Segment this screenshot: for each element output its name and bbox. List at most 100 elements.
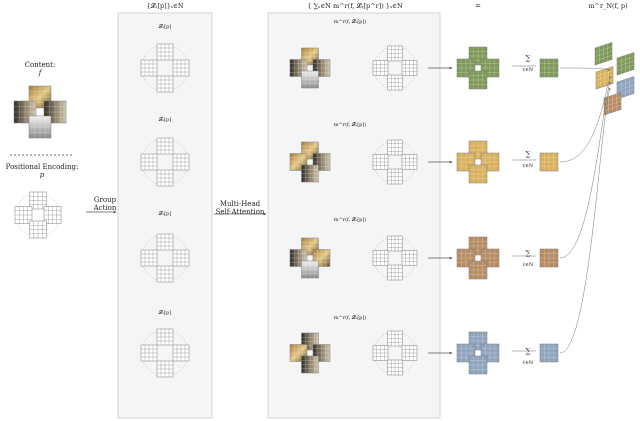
attention-set-title: { ∑ₛ∈N m^r(f, 𝓛ₛ[p^r]) }ₛ∈N	[307, 2, 403, 10]
attention-pe-cross-4-tile-2	[372, 345, 389, 361]
lifted-pe-cross-1-tile-4	[156, 75, 174, 93]
lifted-pe-cross-2-tile-2	[140, 153, 158, 171]
positional-encoding-symbol: p	[39, 171, 45, 179]
sum-symbol-3: ∑	[525, 249, 531, 257]
attention-label-3: m^r(f, 𝓛ₛ[p])	[333, 217, 367, 223]
sum-subscript-4: ℓ∈N	[522, 360, 534, 366]
mha-label: Multi-Head	[219, 200, 261, 208]
output-cross-3-tile-4	[468, 260, 488, 280]
final-output-tile-3	[595, 66, 614, 90]
lifted-pe-cross-3	[140, 233, 190, 283]
attention-pe-cross-3-tile-1	[387, 235, 403, 252]
lifted-pe-cross-2-tile-1	[156, 137, 174, 155]
attention-pe-cross-3	[372, 235, 418, 281]
attention-pe-cross-4	[372, 330, 418, 376]
lifted-pe-cross-2-tile-3	[172, 153, 190, 171]
lifted-pe-cross-1-tile-1	[156, 43, 174, 61]
attention-pe-cross-2-tile-2	[372, 154, 389, 170]
output-cross-3	[456, 236, 500, 280]
positional-encoding-grid-tile-2	[14, 206, 33, 224]
arrow-to-final-3	[559, 81, 611, 259]
attention-content-cross-3	[289, 237, 331, 279]
lifted-pe-cross-3-tile-2	[140, 249, 158, 267]
attention-label-4: m^r(f, 𝓛ₛ[p])	[333, 315, 367, 321]
lifted-pe-cross-1-tile-2	[140, 59, 158, 77]
lifted-pe-cross-1-tile-3	[172, 59, 190, 77]
positional-encoding-grid-tile-1	[29, 191, 47, 210]
attention-label-1: m^r(f, 𝓛ₛ[p])	[333, 19, 367, 25]
output-summed-tile-2	[539, 152, 559, 172]
positional-encoding-grid-tile-4	[29, 220, 47, 239]
lifted-pe-cross-4-tile-1	[156, 328, 174, 346]
attention-content-cross-1	[289, 47, 331, 89]
output-cross-1	[456, 46, 500, 90]
attention-pe-cross-2	[372, 139, 418, 185]
final-output-tile-2	[616, 52, 635, 76]
attention-pe-cross-1-tile-1	[387, 45, 403, 62]
final-output-stack	[594, 42, 635, 116]
attention-pe-cross-1-tile-3	[401, 60, 418, 76]
attention-pe-cross-3-tile-4	[387, 264, 403, 281]
output-summed-tile-4	[539, 343, 559, 363]
lifted-pe-label-2: 𝓛ₛ[p]	[158, 117, 172, 123]
lifted-pe-label-1: 𝓛ₛ[p]	[158, 24, 172, 30]
attention-pe-cross-1-tile-2	[372, 60, 389, 76]
lifted-pe-cross-3-tile-3	[172, 249, 190, 267]
lifted-pe-cross-3-tile-1	[156, 233, 174, 251]
positional-encoding-grid	[14, 191, 62, 239]
attention-pe-cross-3-tile-3	[401, 250, 418, 266]
attention-label-2: m^r(f, 𝓛ₛ[p])	[333, 122, 367, 128]
positional-encoding-grid-tile-3	[43, 206, 62, 224]
lifted-pe-cross-3-tile-4	[156, 265, 174, 283]
attention-pe-cross-4-tile-4	[387, 359, 403, 376]
arrow-to-final-4	[559, 87, 611, 354]
equals-sign: =	[475, 2, 481, 10]
lifted-pe-cross-2	[140, 137, 190, 187]
output-cross-4	[456, 331, 500, 375]
attention-pe-cross-1	[372, 45, 418, 91]
output-cross-2-tile-4	[468, 164, 488, 184]
attention-pe-cross-2-tile-1	[387, 139, 403, 156]
arrow-to-final-1	[559, 67, 611, 71]
attention-pe-cross-4-tile-1	[387, 330, 403, 347]
content-symbol: f	[38, 69, 42, 77]
attention-content-cross-4	[289, 332, 331, 374]
attention-content-cross-2	[289, 141, 331, 183]
mha-label-line2: Self-Attention	[215, 208, 265, 216]
attention-pe-cross-1-tile-4	[387, 74, 403, 91]
lifted-pe-cross-2-tile-4	[156, 169, 174, 187]
final-output-tile-5	[603, 92, 622, 116]
attention-pe-cross-2-tile-4	[387, 168, 403, 185]
sum-symbol-2: ∑	[525, 150, 531, 158]
attention-pe-cross-3-tile-2	[372, 250, 389, 266]
group-set-title: {𝓛ₛ[p]}ₛ∈N	[146, 2, 184, 10]
positional-encoding-label: Positional Encoding:	[5, 163, 79, 171]
attention-content-cross-1-tile-4	[301, 70, 319, 89]
lifted-pe-cross-4-tile-2	[140, 344, 158, 362]
attention-pe-cross-4-tile-3	[401, 345, 418, 361]
content-feature-map-tile-4	[28, 115, 52, 139]
content-feature-map	[13, 85, 67, 139]
output-cross-1-tile-4	[468, 70, 488, 90]
attention-content-cross-3-tile-4	[301, 260, 319, 279]
sum-symbol-1: ∑	[525, 54, 531, 62]
group-action-label: Group	[93, 196, 117, 204]
content-label: Content:	[24, 61, 56, 69]
sum-subscript-3: ℓ∈N	[522, 262, 534, 268]
output-summed-tile-3	[539, 248, 559, 268]
sum-symbol-4: ∑	[525, 347, 531, 355]
lifted-pe-cross-4-tile-3	[172, 344, 190, 362]
group-action-label-line2: Action	[93, 204, 117, 212]
output-cross-4-tile-4	[468, 355, 488, 375]
lifted-pe-label-3: 𝓛ₛ[p]	[158, 211, 172, 217]
lifted-pe-cross-4-tile-4	[156, 360, 174, 378]
lifted-pe-cross-4	[140, 328, 190, 378]
sum-subscript-1: ℓ∈N	[522, 67, 534, 73]
sum-subscript-2: ℓ∈N	[522, 163, 534, 169]
arrow-to-final-2	[559, 75, 611, 163]
attention-content-cross-4-tile-4	[301, 355, 319, 374]
attention-content-cross-2-tile-4	[301, 164, 319, 183]
output-summed-tile-1	[539, 58, 559, 78]
output-title: m^r_N(f, p)	[588, 2, 628, 10]
